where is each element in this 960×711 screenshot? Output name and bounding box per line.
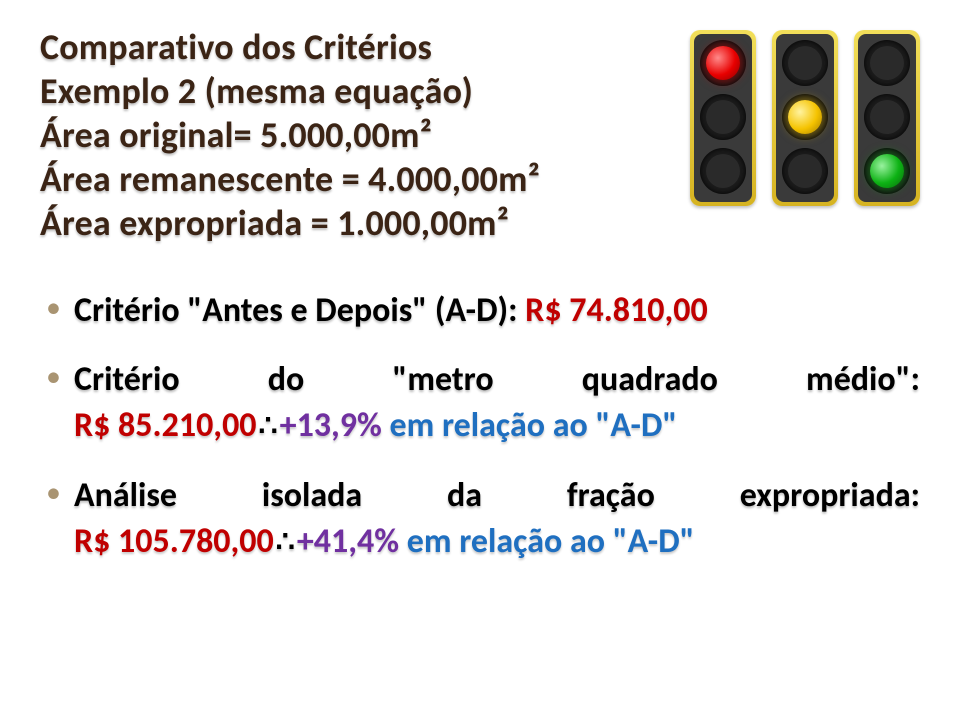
traffic-lights-image xyxy=(690,26,920,206)
bullet-3-row2: R$ 105.780,00∴+41,4% em relação ao "A-D" xyxy=(74,519,920,565)
bullet-list: Critério "Antes e Depois" (A-D): R$ 74.8… xyxy=(40,288,920,565)
bullet-3-row1: Análise isolada da fração expropriada: xyxy=(74,473,920,519)
therefore-icon: ∴ xyxy=(257,410,280,443)
traffic-light-3 xyxy=(854,30,920,206)
slide: Comparativo dos Critérios Exemplo 2 (mes… xyxy=(0,0,960,711)
bullet-2-rel: em relação ao "A-D" xyxy=(390,405,678,446)
bullet-2-diff: +13,9% xyxy=(280,405,390,446)
title-line-4: Área remanescente = 4.000,00m² xyxy=(40,158,690,202)
title-line-2: Exemplo 2 (mesma equação) xyxy=(40,70,690,114)
title-line-3: Área original= 5.000,00m² xyxy=(40,114,690,158)
bullet-3-diff: +41,4% xyxy=(297,521,407,562)
traffic-light-1 xyxy=(690,30,756,206)
bullet-3-value: R$ 105.780,00 xyxy=(74,521,274,562)
bullet-1: Critério "Antes e Depois" (A-D): R$ 74.8… xyxy=(40,288,920,334)
title-block: Comparativo dos Critérios Exemplo 2 (mes… xyxy=(40,26,690,246)
title-line-1: Comparativo dos Critérios xyxy=(40,26,690,70)
bullet-1-text: Critério "Antes e Depois" (A-D): xyxy=(74,290,525,331)
bullet-3: Análise isolada da fração expropriada: R… xyxy=(40,473,920,565)
header-block: Comparativo dos Critérios Exemplo 2 (mes… xyxy=(40,26,920,246)
bullet-2-value: R$ 85.210,00 xyxy=(74,405,257,446)
therefore-icon: ∴ xyxy=(274,526,297,559)
bullet-1-value: R$ 74.810,00 xyxy=(525,290,708,331)
title-line-5: Área expropriada = 1.000,00m² xyxy=(40,202,690,246)
bullet-3-rel: em relação ao "A-D" xyxy=(407,521,695,562)
bullet-2-row1: Critério do "metro quadrado médio": xyxy=(74,357,920,403)
bullet-2-row2: R$ 85.210,00∴+13,9% em relação ao "A-D" xyxy=(74,403,920,449)
bullet-2: Critério do "metro quadrado médio": R$ 8… xyxy=(40,357,920,449)
traffic-light-2 xyxy=(772,30,838,206)
